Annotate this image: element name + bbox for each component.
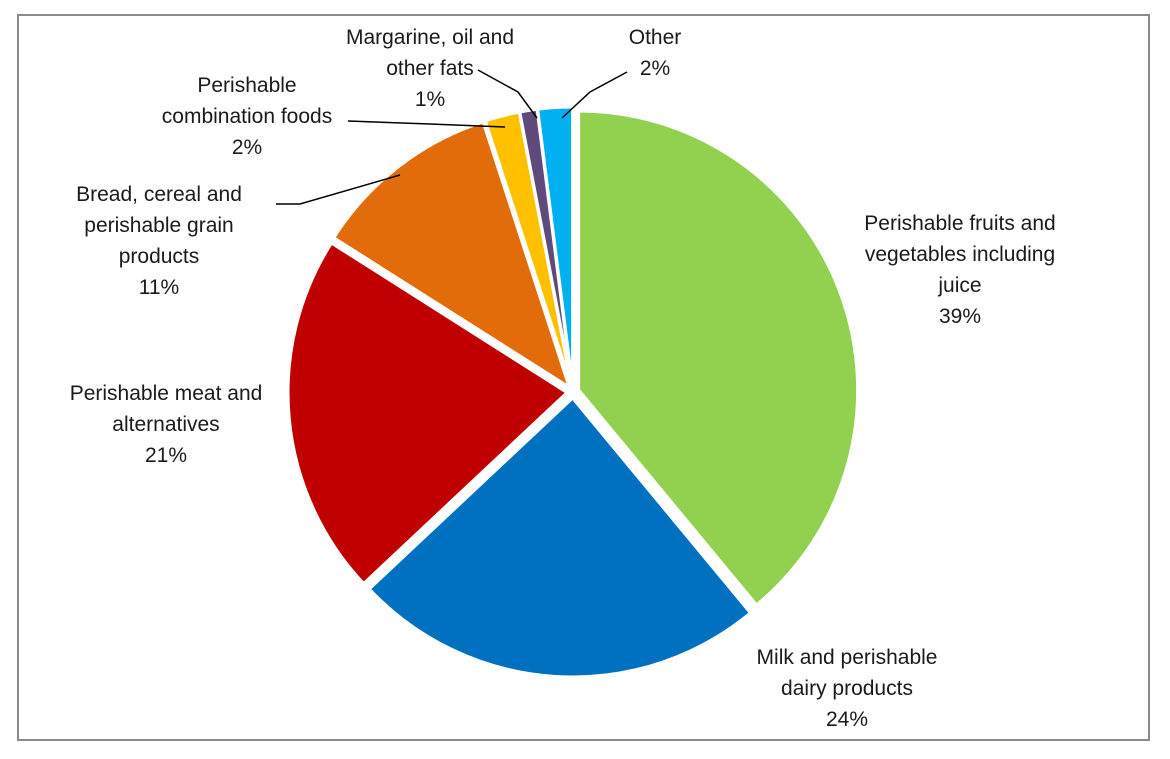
slice-percent-3: 11% [139, 276, 179, 299]
slice-label-6: Other 2% [629, 26, 682, 80]
slice-label-5: Margarine, oil and other fats 1% [346, 26, 514, 111]
slice-name-line: combination foods [162, 105, 332, 128]
slice-labels: Perishable fruits and vegetables includin… [70, 26, 1056, 731]
slice-name-line: Margarine, oil and [346, 26, 514, 49]
slice-name-line: dairy products [781, 677, 913, 700]
slice-label-2: Perishable meat and alternatives 21% [70, 382, 263, 467]
pie-slices [286, 105, 860, 679]
pie-slice-3 [331, 120, 573, 391]
leader-lines [276, 69, 628, 205]
slice-percent-0: 39% [939, 305, 981, 328]
slice-label-4: Perishable combination foods 2% [162, 74, 332, 159]
slice-name-line: perishable grain [84, 214, 233, 237]
slice-percent-6: 2% [640, 57, 670, 80]
slice-name-line: Perishable fruits and [864, 212, 1055, 235]
slice-name-line: products [119, 245, 200, 268]
leader-line-4 [347, 120, 506, 128]
leader-line-5 [477, 69, 538, 119]
slice-percent-2: 21% [145, 444, 187, 467]
leader-line-6 [561, 71, 628, 119]
slice-name-line: Other [629, 26, 682, 49]
slice-label-3: Bread, cereal and perishable grain product… [76, 183, 242, 299]
slice-percent-4: 2% [232, 136, 262, 159]
slice-label-0: Perishable fruits and vegetables includin… [864, 212, 1055, 328]
slice-name-line: Milk and perishable [757, 646, 938, 669]
slice-name-line: Perishable [197, 74, 296, 97]
slice-name-line: Perishable meat and [70, 382, 263, 405]
leader-line-3 [276, 174, 401, 205]
slice-name-line: Bread, cereal and [76, 183, 242, 206]
slice-name-line: other fats [386, 57, 474, 80]
slice-name-line: juice [937, 274, 981, 297]
pie-slice-1 [367, 395, 753, 679]
pie-slice-2 [286, 240, 570, 586]
slice-name-line: vegetables including [865, 243, 1055, 266]
slice-percent-5: 1% [415, 88, 445, 111]
slice-label-1: Milk and perishable dairy products 24% [757, 646, 938, 731]
pie-slice-0 [577, 109, 860, 608]
slice-percent-1: 24% [826, 708, 868, 731]
slice-name-line: alternatives [112, 413, 219, 436]
pie-slice-6 [535, 105, 575, 387]
